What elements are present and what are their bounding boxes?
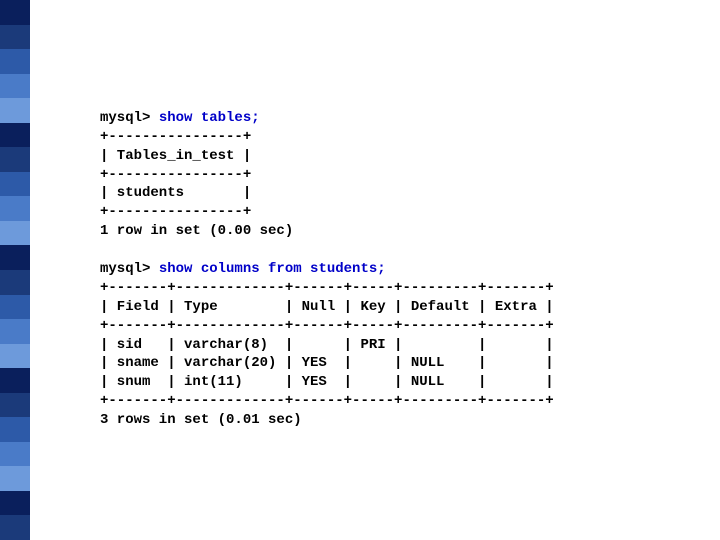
sidebar-stripe <box>0 344 30 369</box>
table-border: +-------+-------------+------+-----+----… <box>100 280 554 296</box>
table-border: +-------+-------------+------+-----+----… <box>100 393 554 409</box>
table-border: +----------------+ <box>100 204 251 220</box>
table-row: | sid | varchar(8) | | PRI | | | <box>100 337 554 353</box>
sidebar-stripe <box>0 147 30 172</box>
result-footer: 3 rows in set (0.01 sec) <box>100 412 302 428</box>
table-border: +----------------+ <box>100 167 251 183</box>
mysql-prompt: mysql> <box>100 261 159 277</box>
table-header: | Tables_in_test | <box>100 148 251 164</box>
sidebar-stripe <box>0 123 30 148</box>
sidebar-stripe <box>0 368 30 393</box>
sidebar-stripe <box>0 221 30 246</box>
sidebar-stripe <box>0 319 30 344</box>
table-row: | snum | int(11) | YES | | NULL | | <box>100 374 554 390</box>
sidebar-stripe <box>0 98 30 123</box>
table-border: +-------+-------------+------+-----+----… <box>100 318 554 334</box>
terminal-output: mysql> show tables; +----------------+ |… <box>100 90 554 430</box>
sidebar-stripe <box>0 491 30 516</box>
sidebar-stripe <box>0 393 30 418</box>
sidebar-stripe <box>0 245 30 270</box>
result-footer: 1 row in set (0.00 sec) <box>100 223 293 239</box>
mysql-prompt: mysql> <box>100 110 159 126</box>
table-border: +----------------+ <box>100 129 251 145</box>
sidebar-stripe <box>0 74 30 99</box>
sidebar-stripe <box>0 515 30 540</box>
sidebar-stripe <box>0 417 30 442</box>
sidebar-stripe <box>0 49 30 74</box>
table-header: | Field | Type | Null | Key | Default | … <box>100 299 554 315</box>
sidebar-stripe <box>0 0 30 25</box>
sidebar-stripe <box>0 270 30 295</box>
command-text: show columns from students; <box>159 261 386 277</box>
sidebar-stripe <box>0 295 30 320</box>
table-row: | sname | varchar(20) | YES | | NULL | | <box>100 355 554 371</box>
command-text: show tables; <box>159 110 260 126</box>
sidebar-stripe <box>0 196 30 221</box>
decorative-sidebar <box>0 0 30 540</box>
sidebar-stripe <box>0 466 30 491</box>
sidebar-stripe <box>0 172 30 197</box>
sidebar-stripe <box>0 25 30 50</box>
table-row: | students | <box>100 185 251 201</box>
sidebar-stripe <box>0 442 30 467</box>
